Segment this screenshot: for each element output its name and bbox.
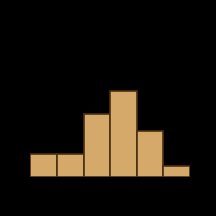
- Bar: [137, 131, 164, 177]
- Bar: [30, 154, 57, 177]
- Bar: [84, 114, 110, 177]
- Bar: [110, 91, 137, 177]
- Bar: [164, 166, 190, 177]
- Bar: [57, 154, 84, 177]
